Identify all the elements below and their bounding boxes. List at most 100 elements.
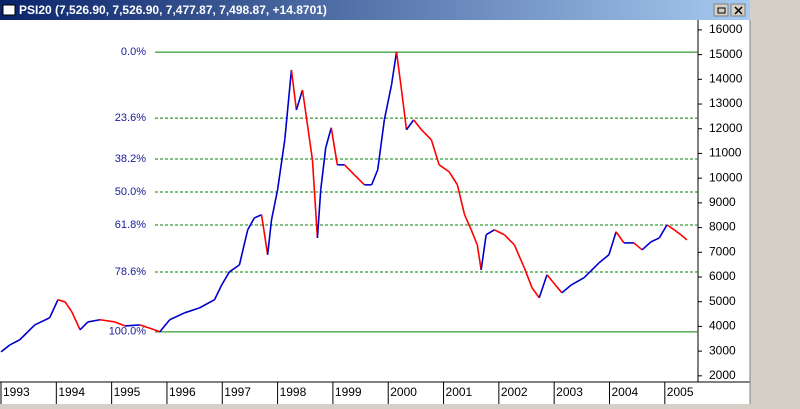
- price-segment: [254, 213, 262, 219]
- x-tick-label: 1994: [58, 385, 85, 399]
- price-segment: [276, 139, 286, 190]
- fib-label: 100.0%: [109, 326, 147, 338]
- y-tick-label: 10000: [709, 170, 743, 184]
- price-segment: [353, 174, 365, 186]
- price-segment: [531, 287, 540, 299]
- price-segment: [383, 84, 393, 121]
- price-segment: [370, 169, 379, 186]
- y-tick-label: 6000: [709, 269, 736, 283]
- price-segment: [221, 271, 231, 286]
- price-segment: [238, 229, 249, 266]
- y-tick-label: 5000: [709, 294, 736, 308]
- restore-button[interactable]: [713, 3, 729, 17]
- price-segment: [124, 324, 140, 327]
- title-bar: [0, 0, 750, 20]
- y-tick-label: 7000: [709, 244, 736, 258]
- y-tick-label: 11000: [709, 146, 742, 160]
- price-segment: [79, 321, 89, 331]
- price-segment: [395, 51, 403, 91]
- x-tick-label: 1993: [3, 385, 30, 399]
- price-segment: [615, 231, 625, 244]
- price-segment: [316, 189, 322, 239]
- price-segment: [290, 69, 298, 111]
- price-segment: [343, 164, 356, 176]
- y-tick-label: 12000: [709, 121, 743, 135]
- y-tick-label: 16000: [709, 22, 743, 36]
- price-segment: [513, 244, 526, 269]
- price-segment: [266, 219, 273, 255]
- price-segment: [546, 274, 556, 286]
- price-segment: [666, 224, 675, 231]
- price-segment: [658, 224, 668, 239]
- price-segment: [554, 284, 563, 294]
- price-segment: [570, 277, 585, 286]
- price-segment: [247, 217, 256, 231]
- x-tick-label: 2003: [556, 385, 583, 399]
- price-segment: [503, 234, 515, 246]
- price-segment: [199, 299, 215, 309]
- price-segment: [673, 229, 682, 236]
- price-segment: [400, 89, 408, 130]
- price-segment: [476, 244, 482, 270]
- price-segment: [169, 312, 185, 321]
- price-segment: [633, 242, 643, 251]
- price-segment: [583, 262, 600, 279]
- x-tick-label: 1997: [224, 385, 251, 399]
- price-segment: [71, 311, 81, 331]
- plot-background: [0, 0, 750, 404]
- y-tick-label: 4000: [709, 319, 736, 333]
- price-segment: [57, 298, 66, 303]
- price-segment: [306, 124, 314, 160]
- y-tick-label: 14000: [709, 71, 743, 85]
- price-segment: [48, 299, 59, 319]
- price-segment: [485, 229, 495, 236]
- y-tick-label: 15000: [709, 47, 743, 61]
- x-tick-label: 1996: [169, 385, 196, 399]
- price-segment: [641, 241, 652, 251]
- price-segment: [319, 147, 327, 190]
- price-segment: [154, 329, 161, 333]
- price-segment: [9, 339, 21, 346]
- price-segment: [650, 237, 660, 243]
- price-segment: [463, 214, 472, 231]
- price-segment: [139, 324, 156, 331]
- price-segment: [413, 119, 423, 131]
- x-tick-label: 1995: [114, 385, 141, 399]
- price-segment: [456, 184, 466, 215]
- x-tick-label: 2001: [446, 385, 473, 399]
- price-segment: [270, 189, 279, 221]
- restore-icon: [717, 7, 726, 14]
- price-segment: [260, 214, 269, 255]
- x-tick-label: 2005: [667, 385, 694, 399]
- price-segment: [99, 318, 116, 323]
- price-segment: [324, 127, 333, 148]
- price-segment: [229, 264, 240, 273]
- price-segment: [420, 129, 432, 141]
- price-segment: [523, 267, 533, 289]
- price-segment: [330, 127, 339, 165]
- price-segment: [159, 319, 171, 333]
- price-segment: [470, 229, 479, 246]
- x-tick-label: 1999: [335, 385, 362, 399]
- x-tick-label: 2000: [390, 385, 417, 399]
- price-segment: [301, 89, 309, 125]
- price-segment: [448, 171, 459, 186]
- price-segment: [561, 284, 572, 294]
- price-segment: [311, 159, 319, 239]
- fib-label: 0.0%: [121, 46, 146, 58]
- price-segment: [680, 234, 688, 241]
- price-segment: [19, 324, 36, 341]
- price-segment: [213, 284, 223, 301]
- price-segment: [87, 318, 101, 323]
- y-tick-label: 13000: [709, 96, 743, 110]
- window-title: PSI20 (7,526.90, 7,526.90, 7,477.87, 7,4…: [19, 3, 327, 17]
- x-tick-label: 1998: [280, 385, 307, 399]
- fib-label: 78.6%: [115, 266, 146, 278]
- price-segment: [405, 119, 415, 131]
- price-segment: [0, 344, 11, 353]
- price-segment: [608, 231, 617, 255]
- price-segment: [184, 307, 200, 314]
- fib-label: 38.2%: [115, 153, 146, 165]
